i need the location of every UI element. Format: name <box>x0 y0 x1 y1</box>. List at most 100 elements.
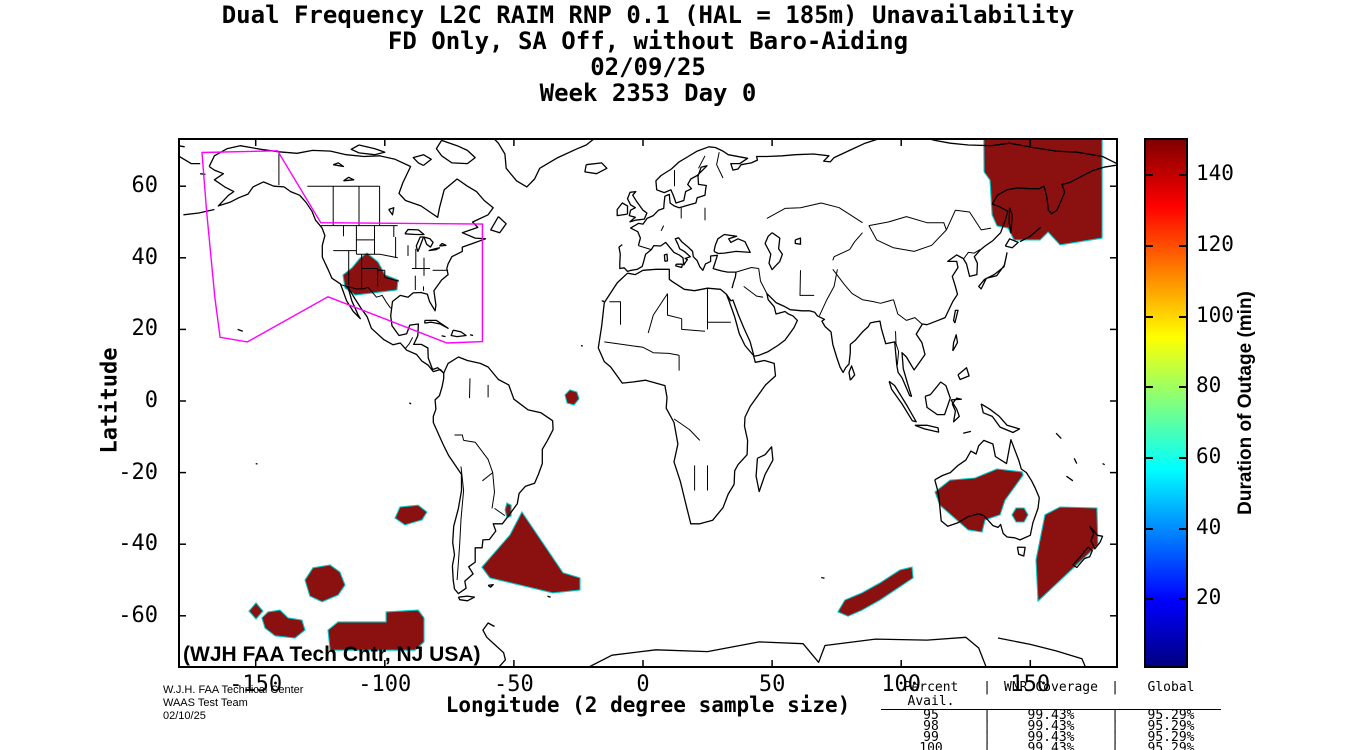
country-border <box>404 337 414 350</box>
country-border <box>963 249 981 259</box>
coastline <box>343 176 355 182</box>
stats-header-cell: WNR Coverage <box>1004 680 1098 695</box>
coastline <box>1102 463 1106 466</box>
coastline <box>404 228 425 236</box>
coastline <box>415 236 425 252</box>
y-tick-label: -60 <box>118 602 158 628</box>
country-border <box>463 439 495 509</box>
coastline <box>713 233 751 255</box>
country-border <box>454 434 465 441</box>
x-tick-label: 100 <box>881 672 922 697</box>
stats-header-cell: | <box>1111 680 1119 695</box>
colorbar-tick-label: 100 <box>1196 302 1234 327</box>
stats-cell: 95.29% <box>1147 708 1195 723</box>
y-tick-label: -40 <box>118 531 158 557</box>
stats-cell: 99 <box>923 730 939 745</box>
stats-cell: 98 <box>923 719 939 734</box>
colorbar-tick <box>1179 315 1186 318</box>
y-tick-label: 20 <box>131 316 159 342</box>
country-border <box>673 418 701 441</box>
country-border <box>799 270 815 296</box>
waas-tech-center-label: (WJH FAA Tech Cntr, NJ USA) <box>183 643 481 666</box>
title-line-3-date: 02/09/25 <box>590 53 706 81</box>
stats-cell: 99.43% <box>1027 719 1075 734</box>
coastline <box>457 595 476 602</box>
coastline <box>424 319 449 329</box>
x-tick-label: -50 <box>494 672 534 697</box>
outage-patch-northeast-russia <box>983 138 1103 246</box>
coastline <box>601 300 605 303</box>
country-border <box>638 245 652 251</box>
coastline <box>980 403 1021 434</box>
coastline <box>1066 475 1074 482</box>
country-border <box>494 507 506 517</box>
colorbar-tick <box>1146 245 1153 247</box>
coastline <box>888 380 917 423</box>
coastline <box>428 247 441 252</box>
colorbar-tick-label: 40 <box>1196 514 1222 539</box>
stats-cell: | <box>1111 741 1119 750</box>
world-map-plot <box>178 138 1118 668</box>
coastline <box>178 155 201 165</box>
coastline <box>963 430 972 434</box>
world-map-svg <box>178 138 1118 668</box>
coastline <box>1008 207 1013 234</box>
coastline <box>1055 432 1062 440</box>
credit-line-1: W.J.H. FAA Technical Center <box>163 684 304 696</box>
country-border <box>716 152 724 179</box>
country-border <box>818 269 838 317</box>
coastline <box>412 154 432 166</box>
axes-frame <box>178 138 1118 668</box>
colorbar-tick <box>1179 386 1186 389</box>
colorbar-tick <box>1179 527 1186 530</box>
coastline <box>332 162 345 168</box>
coastline <box>1073 458 1078 464</box>
country-border <box>698 155 706 169</box>
country-border <box>667 293 682 320</box>
coastline <box>725 164 1118 397</box>
country-border <box>758 268 768 294</box>
coastline <box>924 381 951 416</box>
stats-cell: | <box>1111 708 1119 723</box>
coastline <box>350 144 386 156</box>
y-tick-label: -20 <box>118 459 158 485</box>
country-border <box>832 268 894 304</box>
colorbar <box>1144 138 1188 668</box>
colorbar-tick <box>1146 386 1153 389</box>
x-tick-label: 0 <box>636 672 650 697</box>
country-border <box>482 472 494 482</box>
coastline <box>482 622 507 668</box>
stats-cell: 95.29% <box>1147 741 1195 750</box>
coastline <box>580 344 584 347</box>
stats-header-cell: Percent Avail. <box>903 680 959 709</box>
colorbar-tick-label: 20 <box>1196 585 1222 610</box>
outage-patch-australia-southeast-hex <box>1011 507 1029 523</box>
coastline <box>469 334 474 337</box>
coastline <box>450 329 467 338</box>
colorbar-tick <box>1179 457 1186 459</box>
coastline <box>794 237 802 245</box>
waas-boundary-polygon <box>201 150 484 344</box>
country-border <box>660 225 665 232</box>
stats-cell: 95 <box>923 708 939 723</box>
country-border <box>647 293 668 334</box>
coastline <box>432 356 554 595</box>
outage-patch-australia-band <box>934 468 1024 533</box>
coastline <box>435 139 476 165</box>
colorbar-tick-label: 120 <box>1196 232 1234 256</box>
availability-stats-table: Percent Avail. | WNR Coverage | Global 95 | 99.… <box>881 681 1221 750</box>
coastline <box>547 595 551 598</box>
coastline <box>183 208 215 216</box>
coastline <box>978 252 1008 290</box>
stats-cell: | <box>983 730 991 745</box>
stats-cell: | <box>983 708 991 723</box>
stats-cell: 99.43% <box>1027 741 1075 750</box>
coastline <box>1016 546 1026 557</box>
stats-header-cell: | <box>983 680 991 695</box>
colorbar-tick-label: 60 <box>1196 444 1222 468</box>
coastline <box>764 232 784 271</box>
colorbar-tick <box>1146 598 1153 601</box>
outage-patch-southeast-pacific <box>394 504 428 526</box>
x-tick-label: -150 <box>229 672 283 697</box>
coastline <box>237 328 244 332</box>
